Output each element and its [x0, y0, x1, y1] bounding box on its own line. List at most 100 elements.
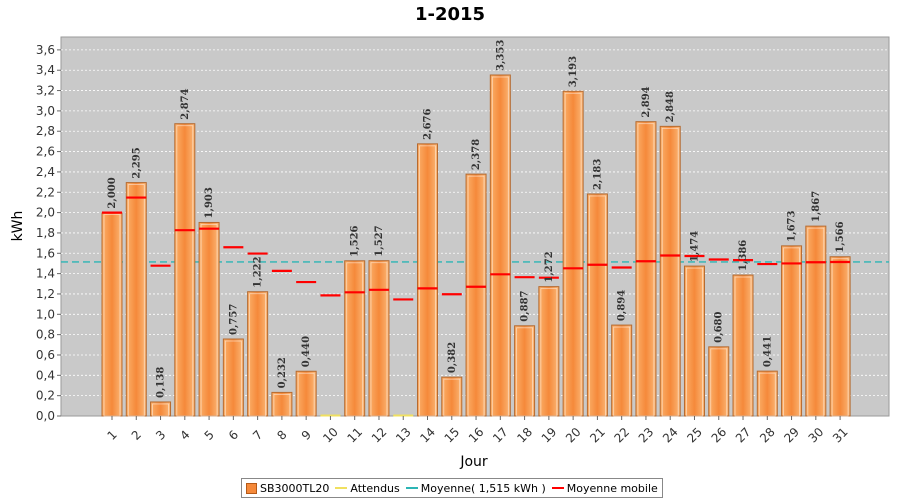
data-label: 1,673 — [787, 211, 798, 242]
x-tick-label: 25 — [684, 425, 705, 446]
y-tick-label: 3,0 — [36, 104, 55, 118]
y-tick-label: 0,8 — [36, 328, 55, 342]
y-axis-label: kWh — [10, 211, 26, 242]
x-tick-label: 5 — [202, 428, 217, 443]
y-tick-label: 3,6 — [36, 43, 55, 57]
bar — [586, 193, 608, 417]
moving-average-marks — [102, 196, 851, 301]
data-label: 0,757 — [228, 304, 239, 335]
data-label: 2,894 — [641, 86, 652, 117]
data-label: 2,874 — [180, 88, 191, 119]
bar — [489, 74, 511, 417]
data-label: 1,867 — [811, 191, 822, 222]
bar — [708, 346, 730, 417]
bar — [756, 370, 778, 417]
x-tick-label: 31 — [830, 425, 851, 446]
bar — [805, 225, 827, 417]
legend-label: Moyenne( 1,515 kWh ) — [420, 481, 546, 495]
bar — [829, 256, 851, 417]
y-tick-label: 2,8 — [36, 124, 55, 138]
y-tick-label: 3,2 — [36, 84, 55, 98]
data-label: 1,222 — [253, 256, 264, 287]
bar — [441, 376, 463, 417]
data-label: 3,353 — [495, 40, 506, 71]
legend-swatch-line — [335, 487, 348, 489]
y-tick-label: 1,0 — [36, 307, 55, 321]
bar — [271, 391, 293, 417]
data-label: 2,183 — [592, 159, 603, 190]
y-tick-label: 1,6 — [36, 246, 55, 260]
y-tick-label: 0,6 — [36, 348, 55, 362]
y-tick-label: 1,8 — [36, 226, 55, 240]
data-label: 1,474 — [689, 231, 700, 262]
bar — [562, 90, 584, 417]
data-label: 2,000 — [107, 177, 118, 208]
y-tick-label: 0,2 — [36, 389, 55, 403]
x-tick-label: 12 — [369, 425, 390, 446]
data-label: 2,676 — [423, 108, 434, 139]
bar — [659, 125, 681, 417]
data-label: 1,527 — [374, 225, 385, 256]
data-label: 0,887 — [520, 290, 531, 321]
x-tick-label: 20 — [563, 425, 584, 446]
x-axis-label: Jour — [459, 454, 488, 470]
bar — [125, 182, 147, 417]
data-label: 0,138 — [156, 367, 167, 398]
x-tick-label: 6 — [226, 428, 241, 443]
x-tick-label: 21 — [587, 425, 608, 446]
x-tick-label: 11 — [345, 425, 366, 446]
data-label: 1,526 — [350, 225, 361, 256]
x-tick-label: 28 — [757, 425, 778, 446]
bar-value-labels: 2,000 2,295 0,138 2,874 1,903 0,757 1,222 0,232… — [107, 40, 846, 398]
x-tick-label: 29 — [781, 425, 802, 446]
data-label: 3,193 — [568, 56, 579, 87]
data-label: 1,903 — [204, 187, 215, 218]
bar — [538, 286, 560, 417]
y-tick-label: 1,4 — [36, 267, 55, 281]
legend-item-average: Moyenne( 1,515 kWh ) — [405, 481, 546, 495]
legend-item-expected: Attendus — [335, 481, 400, 495]
data-label: 1,386 — [738, 240, 749, 271]
x-tick-label: 15 — [442, 425, 463, 446]
data-label: 0,382 — [447, 342, 458, 373]
x-tick-label: 26 — [709, 425, 730, 446]
data-label: 1,566 — [835, 221, 846, 252]
y-tick-label: 2,6 — [36, 145, 55, 159]
x-tick-label: 16 — [466, 425, 487, 446]
legend-label: SB3000TL20 — [260, 481, 330, 495]
data-label: 0,232 — [277, 357, 288, 388]
x-axis-ticks: 1 2 3 4 5 6 7 8 9 10 11 12 13 14 15 16 17 18 19 20 21 22 23 24 2… — [105, 416, 851, 446]
y-tick-label: 3,4 — [36, 63, 55, 77]
legend-label: Attendus — [350, 481, 400, 495]
y-tick-label: 0,4 — [36, 368, 55, 382]
legend-swatch-line — [405, 487, 418, 489]
bar — [635, 121, 657, 417]
data-label: 2,378 — [471, 139, 482, 170]
x-tick-label: 22 — [611, 425, 632, 446]
y-tick-label: 2,4 — [36, 165, 55, 179]
legend: SB3000TL20 Attendus Moyenne( 1,515 kWh )… — [241, 478, 663, 498]
x-tick-label: 18 — [514, 425, 535, 446]
bar — [465, 173, 487, 417]
data-label: 0,894 — [617, 290, 628, 321]
x-tick-label: 3 — [153, 428, 168, 443]
legend-item-production: SB3000TL20 — [246, 482, 329, 495]
x-tick-label: 27 — [733, 425, 754, 446]
x-tick-label: 1 — [105, 428, 120, 443]
bar — [368, 260, 390, 417]
bar — [514, 325, 536, 417]
x-tick-label: 9 — [299, 428, 314, 443]
bar — [344, 260, 366, 417]
x-tick-label: 17 — [490, 425, 511, 446]
data-label: 0,680 — [714, 311, 725, 342]
legend-swatch-bar — [246, 482, 257, 494]
bar — [417, 143, 439, 417]
x-tick-label: 30 — [806, 425, 827, 446]
data-label: 0,440 — [301, 336, 312, 367]
bar — [295, 370, 317, 417]
bar — [683, 265, 705, 417]
x-tick-label: 13 — [393, 425, 414, 446]
bar — [781, 245, 803, 417]
